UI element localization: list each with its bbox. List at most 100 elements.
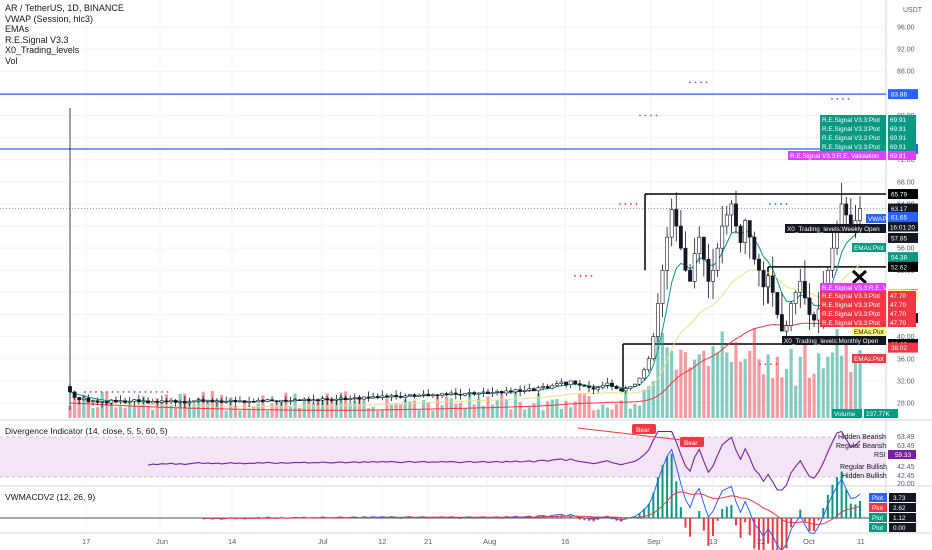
emas-plot-label: EMAs:Plot	[854, 245, 884, 252]
signal-dot	[700, 81, 702, 84]
volume-bars	[68, 323, 862, 418]
hidden-bullish-label: Hidden Bullish	[842, 473, 887, 480]
chart-legend: AR / TetherUS, 1D, BINANCE VWAP (Session…	[5, 3, 124, 67]
candle-body	[366, 396, 371, 399]
volume-bar	[141, 396, 146, 418]
indicator-emas[interactable]: EMAs	[5, 24, 30, 35]
indicator-vwap[interactable]: VWAP (Session, hlc3)	[5, 13, 94, 24]
candle-body	[169, 399, 173, 403]
green-signal-label: R.E.Signal V3.3:Plot	[822, 126, 880, 133]
volume-bar	[123, 407, 127, 418]
candle-body	[802, 281, 807, 299]
candle-body	[279, 399, 284, 403]
macd-histogram-bar	[803, 518, 806, 522]
validation-top-value: 69.91	[890, 153, 906, 160]
candle-body	[467, 392, 472, 394]
volume-bar	[481, 405, 485, 418]
macd-pane-title[interactable]: VWMACDV2 (12, 26, 9)	[5, 492, 96, 502]
volume-bar	[357, 396, 361, 418]
volume-bar	[587, 396, 591, 418]
macd-histogram-bar	[532, 518, 535, 519]
volume-bar	[596, 409, 600, 418]
volume-bar	[812, 373, 816, 418]
volume-bar	[532, 403, 536, 418]
volume-bar	[614, 403, 619, 418]
volume-bar	[656, 323, 660, 418]
candle-body	[100, 401, 105, 403]
volume-bar	[353, 401, 357, 418]
volume-bar	[270, 403, 274, 418]
candle-body	[141, 400, 146, 403]
validation-bottom-label: R.E.Signal V3.3:R.E. Validation	[822, 285, 911, 292]
price-label-extra-box	[888, 222, 918, 232]
volume-bar	[114, 407, 118, 418]
signal-dot	[774, 203, 777, 205]
volume-bar	[660, 333, 665, 418]
macd-histogram-bar	[652, 492, 655, 518]
candle-body	[637, 377, 642, 385]
indicator-resignal[interactable]: R.E.Signal V3.3	[5, 34, 69, 45]
macd-histogram-bar	[748, 518, 751, 536]
volume-bar	[330, 397, 334, 418]
volume-bar	[307, 400, 311, 418]
signal-dot	[769, 203, 771, 205]
price-tick: 88.00	[897, 69, 915, 76]
signal-dot	[775, 363, 778, 366]
volume-bar	[729, 361, 734, 418]
signal-dot	[655, 114, 658, 117]
candle-body	[407, 394, 412, 397]
indicator-trading-levels[interactable]: X0_Trading_levels	[5, 45, 80, 56]
time-axis[interactable]: 17 Jun 14 Jul 12 21 Aug 16 Sep 13 22 Oct 11	[82, 537, 865, 546]
volume-bar	[233, 406, 237, 418]
green-signal-label-box	[820, 115, 886, 124]
macd-histogram-bar	[854, 504, 857, 518]
bear-divergence	[577, 427, 691, 442]
volume-bar	[674, 369, 678, 418]
price-label-box	[888, 189, 918, 200]
green-signal-value: 69.91	[890, 135, 906, 142]
indicator-vol[interactable]: Vol	[5, 55, 18, 66]
volume-bar	[527, 405, 531, 418]
volume-bar	[334, 400, 339, 418]
volume-bar	[302, 399, 306, 418]
candle-body	[380, 395, 385, 398]
symbol-title[interactable]: AR / TetherUS, 1D, BINANCE	[5, 3, 124, 13]
candle-body	[844, 203, 849, 216]
candle-body	[757, 258, 761, 271]
candle-body	[325, 398, 330, 400]
macd-histogram-bar	[679, 507, 682, 518]
green-signal-value: 69.91	[890, 126, 906, 133]
candle-body	[118, 400, 123, 403]
regular-bullish-label: Regular Bullish	[840, 464, 887, 471]
macd-histogram-bar	[826, 494, 829, 518]
macd-histogram-bar	[712, 518, 715, 537]
candle-body	[858, 208, 862, 221]
volume-bar	[550, 399, 554, 418]
volume-bar	[371, 406, 375, 418]
candle-body	[182, 401, 187, 404]
volume-bar	[252, 406, 256, 418]
signal-dot	[780, 203, 782, 205]
macd-histogram-bar	[730, 504, 733, 518]
candle-body	[633, 383, 637, 387]
macd-histogram-bar	[762, 518, 765, 550]
macd-pane: Plot 3.73 Plot 2.62 Plot 1.12 Plot 0.00	[0, 448, 916, 550]
candle-body	[554, 383, 559, 386]
candle-body	[646, 358, 651, 371]
price-tick: 68.00	[897, 179, 915, 186]
candle-body	[421, 393, 426, 396]
candle-body	[146, 400, 150, 404]
candle-body	[743, 220, 748, 243]
red-signal-label-box	[820, 309, 886, 318]
volume-bar	[192, 404, 196, 418]
volume-bar	[146, 405, 150, 418]
candle-body	[706, 258, 711, 282]
candle-body	[770, 275, 775, 293]
macd-plot-label: Plot	[872, 525, 883, 532]
divergence-pane-title[interactable]: Divergence Indicator (14, close, 5, 5, 6…	[5, 426, 168, 436]
price-tick: 72.00	[897, 157, 915, 164]
candle-body	[587, 386, 591, 388]
time-tick: 17	[82, 537, 90, 546]
volume-bar	[513, 391, 518, 418]
